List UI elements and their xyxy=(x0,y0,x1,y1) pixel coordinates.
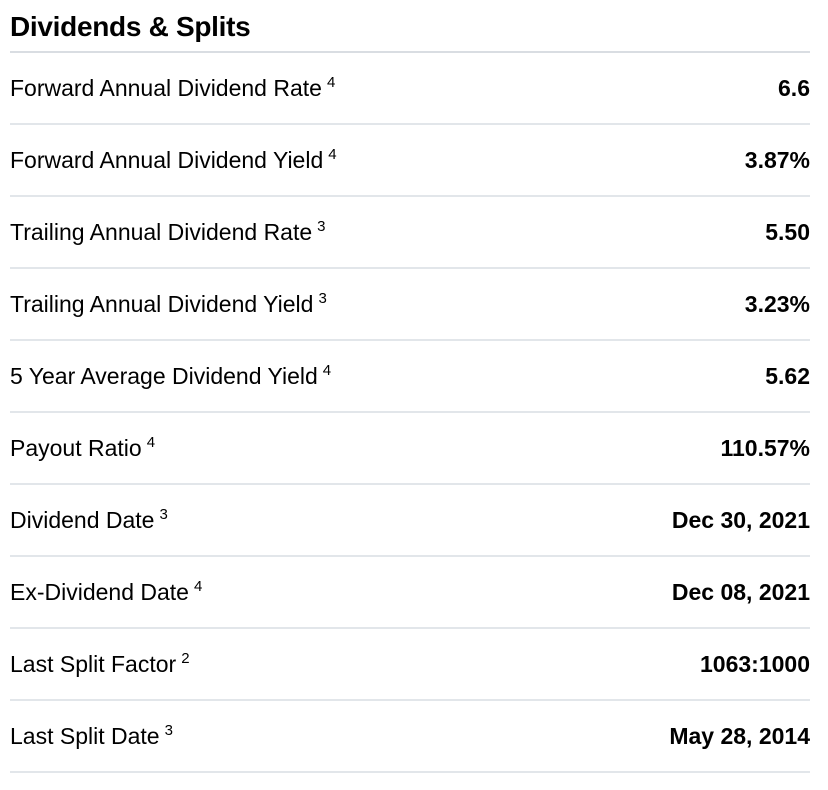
footnote-superscript: 4 xyxy=(146,434,156,452)
table-row: Payout Ratio 4 110.57% xyxy=(10,413,810,486)
row-label: Forward Annual Dividend Yield 4 xyxy=(10,147,337,174)
footnote-superscript: 2 xyxy=(181,650,190,668)
row-label-text: Forward Annual Dividend Yield xyxy=(10,146,324,173)
table-row: Forward Annual Dividend Rate 4 6.6 xyxy=(10,53,810,126)
table-row: Last Split Factor 2 1063:1000 xyxy=(10,629,810,702)
dividends-splits-table: Forward Annual Dividend Rate 4 6.6 Forwar… xyxy=(10,53,810,774)
footnote-superscript: 4 xyxy=(193,578,203,596)
section-title: Dividends & Splits xyxy=(10,0,810,54)
footnote-superscript: 3 xyxy=(164,722,173,740)
footnote-superscript: 3 xyxy=(318,290,327,308)
row-label: Trailing Annual Dividend Yield 3 xyxy=(10,291,327,318)
row-label: Payout Ratio 4 xyxy=(10,435,155,462)
row-value: May 28, 2014 xyxy=(669,722,810,749)
row-label: 5 Year Average Dividend Yield 4 xyxy=(10,363,331,390)
footnote-superscript: 4 xyxy=(328,146,337,164)
row-label-text: Last Split Date xyxy=(10,722,160,749)
row-label: Ex-Dividend Date 4 xyxy=(10,579,202,606)
table-row: Last Split Date 3 May 28, 2014 xyxy=(10,701,810,774)
footnote-superscript: 3 xyxy=(159,506,168,524)
row-value: 5.50 xyxy=(765,218,810,245)
row-value: 110.57% xyxy=(720,434,810,461)
table-row: 5 Year Average Dividend Yield 4 5.62 xyxy=(10,341,810,414)
row-label-text: Trailing Annual Dividend Yield xyxy=(10,290,314,317)
row-label: Dividend Date 3 xyxy=(10,507,168,534)
table-row: Ex-Dividend Date 4 Dec 08, 2021 xyxy=(10,557,810,630)
row-label-text: Trailing Annual Dividend Rate xyxy=(10,218,313,245)
row-value: 3.87% xyxy=(744,146,810,173)
row-label: Last Split Factor 2 xyxy=(10,651,190,678)
table-row: Forward Annual Dividend Yield 4 3.87% xyxy=(10,125,810,198)
row-label-text: 5 Year Average Dividend Yield xyxy=(10,362,318,389)
footnote-superscript: 4 xyxy=(326,74,336,92)
footnote-superscript: 3 xyxy=(317,218,326,236)
table-row: Trailing Annual Dividend Yield 3 3.23% xyxy=(10,269,810,342)
row-label: Forward Annual Dividend Rate 4 xyxy=(10,75,335,102)
row-value: 5.62 xyxy=(765,362,810,389)
table-row: Dividend Date 3 Dec 30, 2021 xyxy=(10,485,810,558)
row-label: Last Split Date 3 xyxy=(10,723,173,750)
dividends-splits-module: Dividends & Splits Forward Annual Divide… xyxy=(10,0,810,774)
row-value: 3.23% xyxy=(744,290,810,317)
footnote-superscript: 4 xyxy=(322,362,332,380)
row-value: 1063:1000 xyxy=(700,650,810,677)
row-value: Dec 08, 2021 xyxy=(671,578,810,605)
row-label-text: Forward Annual Dividend Rate xyxy=(10,74,322,101)
row-value: 6.6 xyxy=(778,74,810,101)
row-label-text: Dividend Date xyxy=(10,506,155,533)
row-label: Trailing Annual Dividend Rate 3 xyxy=(10,219,326,246)
row-label-text: Ex-Dividend Date xyxy=(10,578,189,605)
row-label-text: Last Split Factor xyxy=(10,650,177,677)
row-value: Dec 30, 2021 xyxy=(671,506,810,533)
table-row: Trailing Annual Dividend Rate 3 5.50 xyxy=(10,197,810,270)
row-label-text: Payout Ratio xyxy=(10,434,142,461)
